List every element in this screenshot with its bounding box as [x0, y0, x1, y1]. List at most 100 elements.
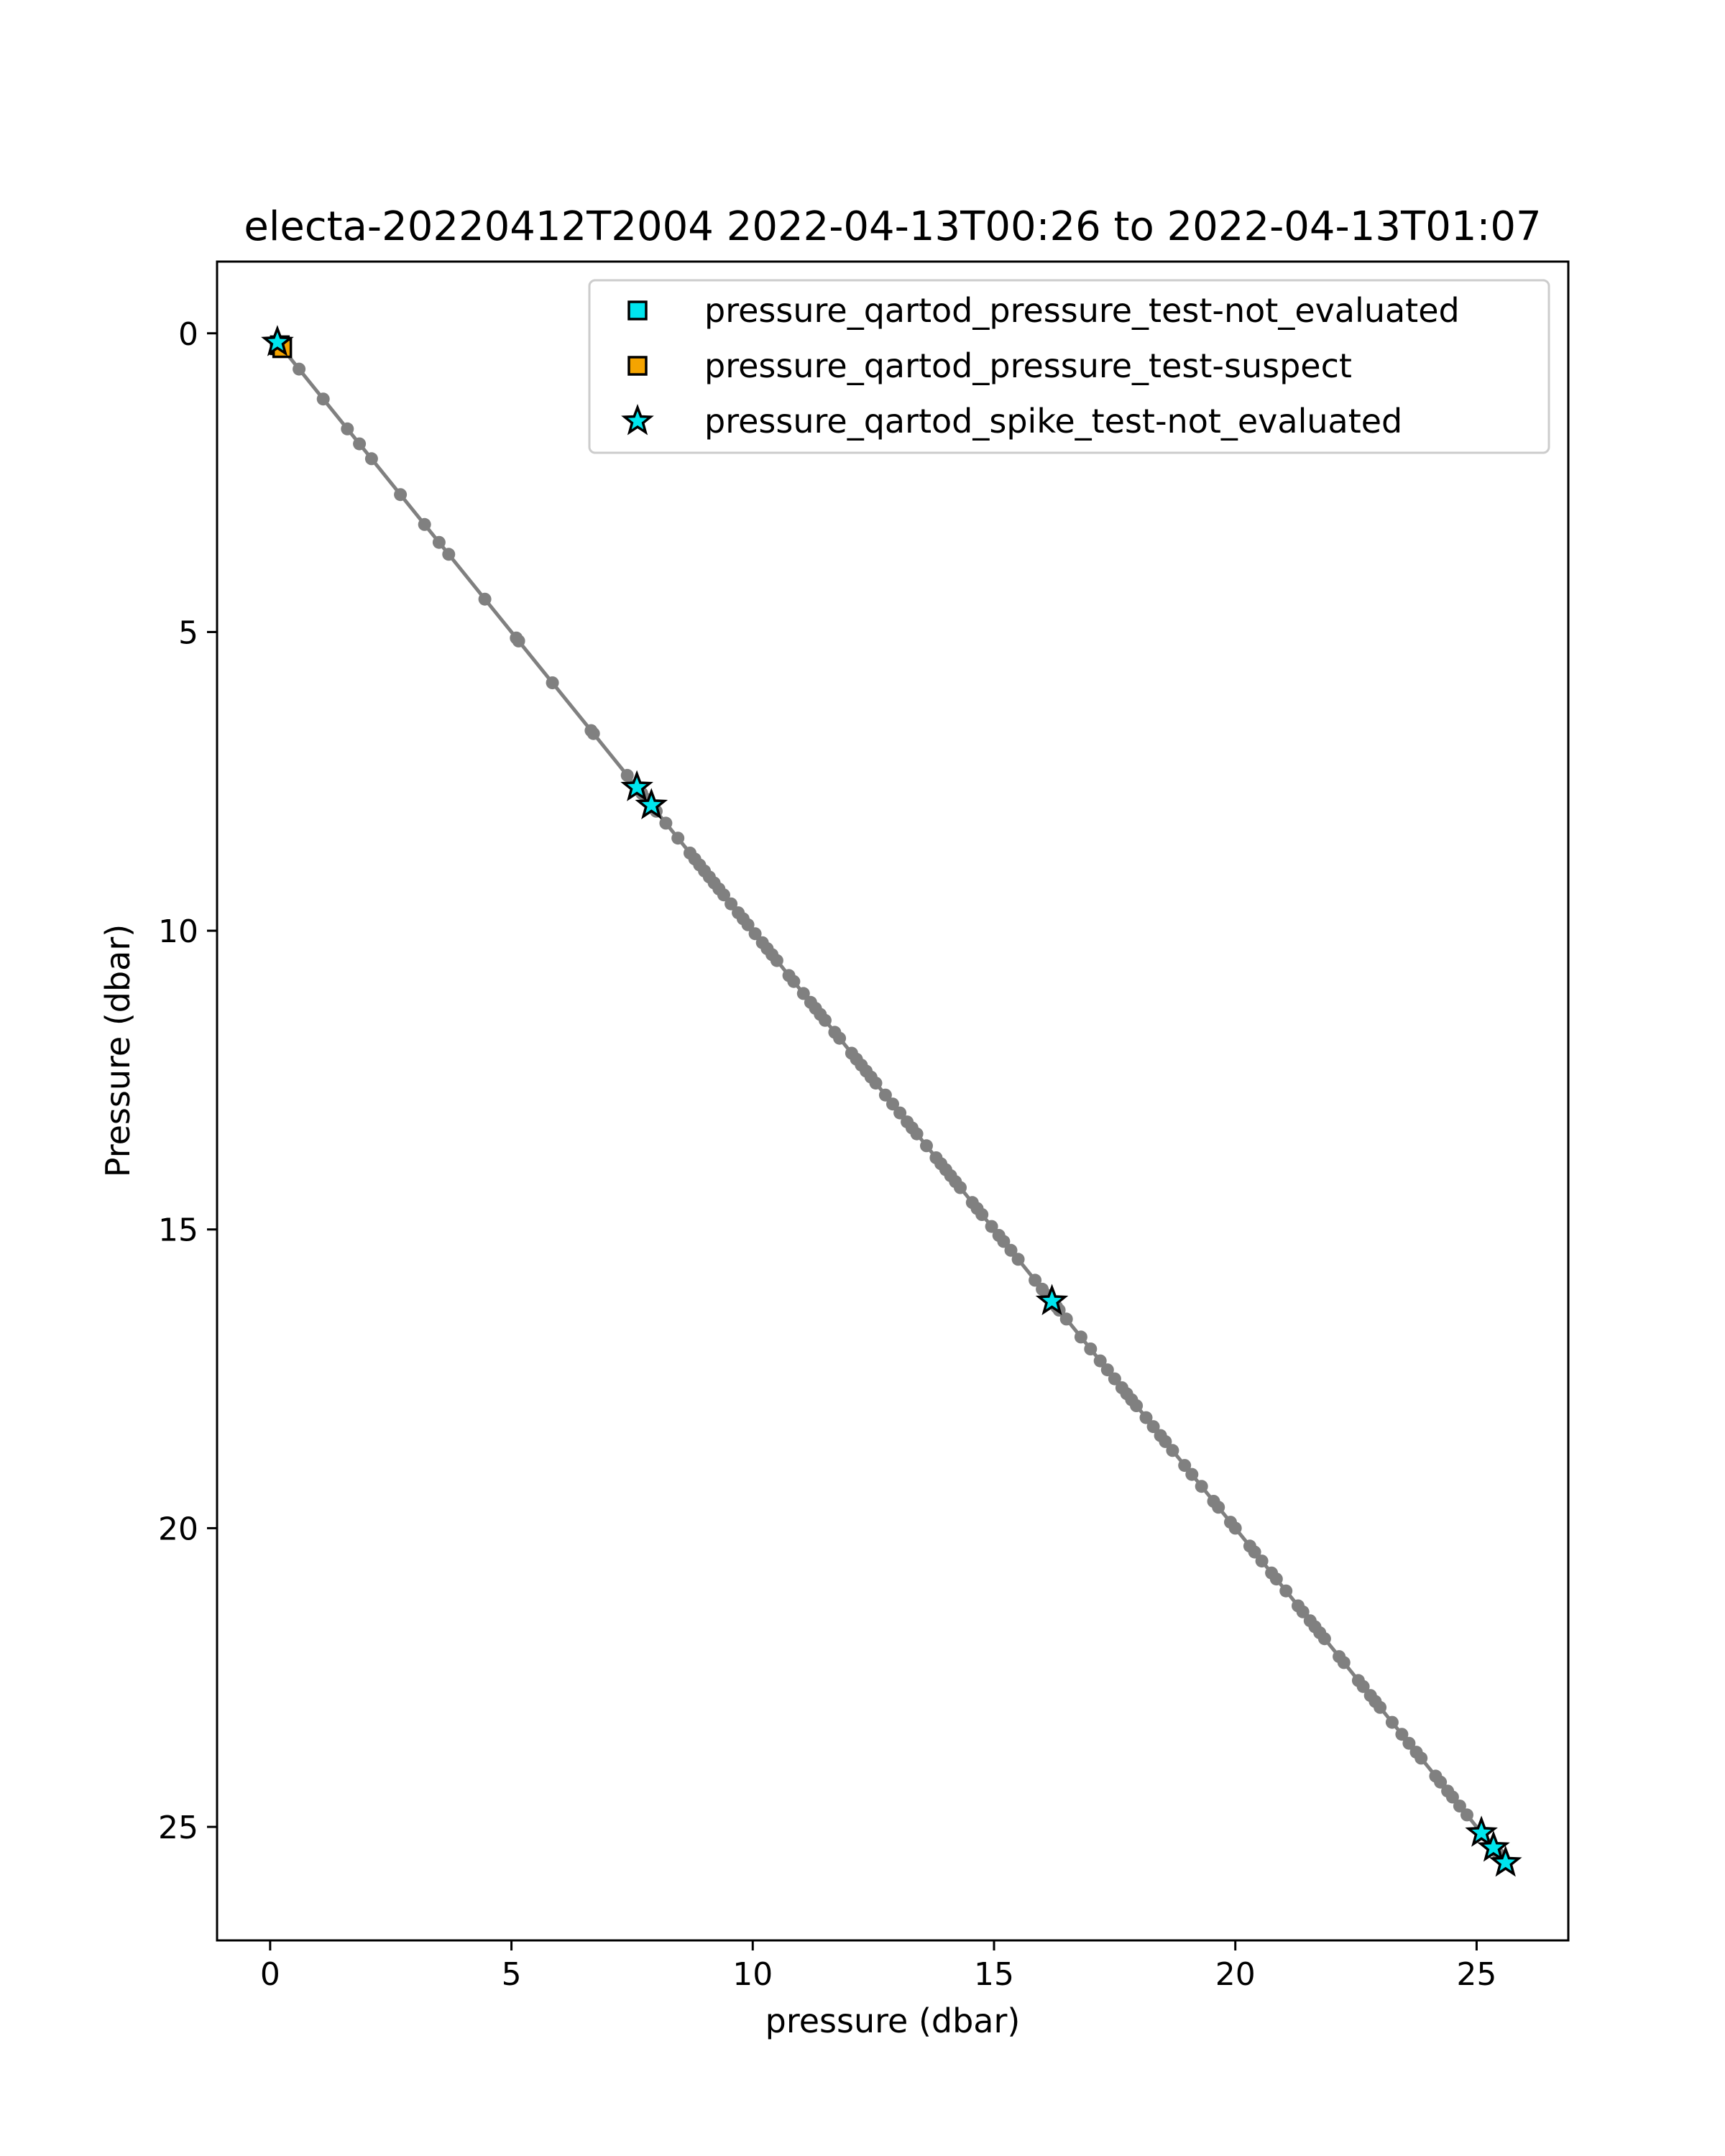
profile-point [910, 1127, 924, 1141]
profile-point [478, 592, 492, 606]
x-tick-label: 25 [1456, 1956, 1496, 1993]
profile-point [787, 975, 801, 988]
profile-point [893, 1106, 907, 1120]
series-2-point [1477, 1830, 1510, 1862]
profile-point [878, 1088, 892, 1102]
series-2-point [1489, 1845, 1522, 1877]
profile-point [1248, 1545, 1261, 1559]
profile-point [1130, 1399, 1144, 1412]
profile-point [886, 1097, 899, 1111]
series-2-point [635, 788, 668, 819]
profile-point [1074, 1330, 1087, 1344]
x-tick-label: 0 [260, 1956, 280, 1993]
profile-point [1093, 1354, 1107, 1368]
x-tick-label: 10 [732, 1956, 773, 1993]
legend-frame [588, 279, 1550, 454]
profile-point [1178, 1459, 1192, 1473]
profile-point [1269, 1572, 1283, 1586]
y-axis-ticks: 0 5 10 15 20 25 [158, 316, 217, 1846]
profile-point [1228, 1521, 1242, 1535]
x-tick-label: 15 [974, 1956, 1014, 1993]
profile-point [717, 888, 730, 902]
y-tick-label: 10 [158, 913, 198, 950]
profile-point [1100, 1363, 1114, 1377]
x-axis-ticks: 0 5 10 15 20 25 [260, 1940, 1496, 1993]
legend-marker-0 [627, 300, 648, 321]
profile-point [920, 1139, 933, 1153]
axes-frame [216, 260, 1570, 1942]
profile-point [586, 727, 600, 740]
profile-point [1146, 1420, 1160, 1434]
y-axis-label: Pressure (dbar) [98, 924, 137, 1177]
y-tick-label: 20 [158, 1511, 198, 1547]
y-tick-label: 5 [178, 614, 198, 651]
x-tick-label: 20 [1215, 1956, 1256, 1993]
profile-point [1317, 1632, 1331, 1646]
plot-area [216, 260, 1570, 1942]
profile-point [1059, 1312, 1073, 1326]
legend-label-1: pressure_qartod_pressure_test-suspect [704, 346, 1352, 385]
profile-point [512, 634, 525, 648]
profile-point [341, 422, 354, 436]
series-2-point [620, 770, 653, 801]
profile-point [1004, 1243, 1018, 1257]
profile-point [819, 1013, 832, 1027]
profile-point [1166, 1444, 1179, 1457]
profile-point [796, 987, 810, 1000]
y-tick-label: 15 [158, 1212, 198, 1249]
profile-point [985, 1220, 998, 1233]
profile-point [869, 1077, 883, 1090]
profile-point [353, 437, 367, 451]
profile-point [659, 816, 673, 830]
legend-label-2: pressure_qartod_spike_test-not_evaluated [704, 402, 1402, 441]
profile-point [1374, 1700, 1387, 1714]
profile-point [546, 676, 559, 690]
profile-point [316, 392, 330, 406]
series-2-point [261, 325, 294, 356]
series-2-point [1035, 1284, 1069, 1315]
series-2-point [1465, 1815, 1498, 1847]
profile-point [442, 548, 456, 561]
profile-point [1185, 1468, 1199, 1481]
profile-point [1279, 1584, 1293, 1598]
profile-point [1453, 1800, 1466, 1812]
profile-point [1195, 1480, 1208, 1493]
x-axis-label: pressure (dbar) [765, 2001, 1021, 2040]
profile-point [1356, 1680, 1370, 1693]
profile-point [671, 831, 685, 845]
profile-point [1395, 1728, 1409, 1741]
profile-point [1084, 1342, 1098, 1355]
profile-point [748, 927, 762, 941]
profile-point [833, 1031, 847, 1045]
profile-point [770, 954, 783, 967]
profile-point [1337, 1656, 1351, 1669]
profile-point [1255, 1554, 1269, 1568]
profile-point [954, 1181, 967, 1194]
profile-point [1445, 1790, 1459, 1804]
y-tick-label: 25 [158, 1810, 198, 1846]
profile-point [394, 488, 408, 502]
profile-point [1385, 1715, 1399, 1729]
legend-marker-2 [621, 404, 654, 436]
x-tick-label: 5 [502, 1956, 522, 1993]
profile-point [724, 897, 738, 911]
profile-point [1029, 1273, 1042, 1287]
profile-point [1402, 1736, 1416, 1750]
profile-point [1011, 1253, 1025, 1266]
chart-title: electa-20220412T2004 2022-04-13T00:26 to… [244, 203, 1541, 250]
profile-point [1434, 1775, 1448, 1789]
profile-point [1159, 1434, 1172, 1448]
profile-point [620, 768, 634, 782]
profile-point [1212, 1501, 1225, 1514]
profile-point [1139, 1411, 1153, 1424]
profile-point [418, 517, 431, 531]
profile-point [1460, 1808, 1473, 1822]
profile-point [997, 1235, 1011, 1248]
legend: pressure_qartod_pressure_test-not_evalua… [588, 279, 1550, 454]
y-tick-label: 0 [178, 316, 198, 353]
profile-point [1108, 1372, 1121, 1386]
legend-marker-1 [627, 356, 648, 376]
profile-point [1414, 1751, 1428, 1765]
legend-label-0: pressure_qartod_pressure_test-not_evalua… [704, 291, 1460, 330]
